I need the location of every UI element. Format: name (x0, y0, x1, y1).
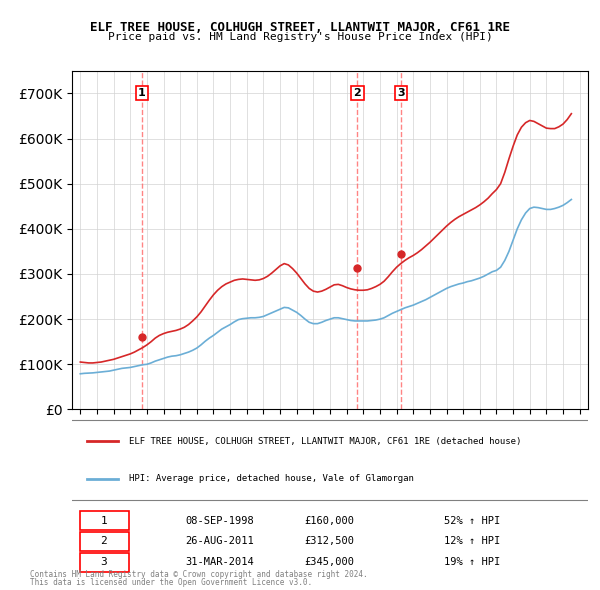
FancyBboxPatch shape (80, 553, 129, 572)
Text: HPI: Average price, detached house, Vale of Glamorgan: HPI: Average price, detached house, Vale… (129, 474, 413, 483)
Text: 31-MAR-2014: 31-MAR-2014 (185, 558, 254, 568)
Text: 52% ↑ HPI: 52% ↑ HPI (443, 516, 500, 526)
Text: 08-SEP-1998: 08-SEP-1998 (185, 516, 254, 526)
Text: £160,000: £160,000 (304, 516, 354, 526)
FancyBboxPatch shape (80, 532, 129, 551)
Text: 2: 2 (353, 88, 361, 98)
Text: 1: 1 (101, 516, 107, 526)
Text: This data is licensed under the Open Government Licence v3.0.: This data is licensed under the Open Gov… (30, 578, 312, 587)
Text: 26-AUG-2011: 26-AUG-2011 (185, 536, 254, 546)
Text: 3: 3 (101, 558, 107, 568)
Text: 1: 1 (138, 88, 146, 98)
Text: Contains HM Land Registry data © Crown copyright and database right 2024.: Contains HM Land Registry data © Crown c… (30, 570, 368, 579)
FancyBboxPatch shape (67, 420, 593, 500)
Text: ELF TREE HOUSE, COLHUGH STREET, LLANTWIT MAJOR, CF61 1RE: ELF TREE HOUSE, COLHUGH STREET, LLANTWIT… (90, 21, 510, 34)
Text: 3: 3 (397, 88, 404, 98)
Text: 12% ↑ HPI: 12% ↑ HPI (443, 536, 500, 546)
Text: 19% ↑ HPI: 19% ↑ HPI (443, 558, 500, 568)
Text: 2: 2 (101, 536, 107, 546)
Text: ELF TREE HOUSE, COLHUGH STREET, LLANTWIT MAJOR, CF61 1RE (detached house): ELF TREE HOUSE, COLHUGH STREET, LLANTWIT… (129, 437, 521, 446)
Text: £312,500: £312,500 (304, 536, 354, 546)
Text: £345,000: £345,000 (304, 558, 354, 568)
Text: Price paid vs. HM Land Registry's House Price Index (HPI): Price paid vs. HM Land Registry's House … (107, 32, 493, 42)
FancyBboxPatch shape (80, 511, 129, 530)
